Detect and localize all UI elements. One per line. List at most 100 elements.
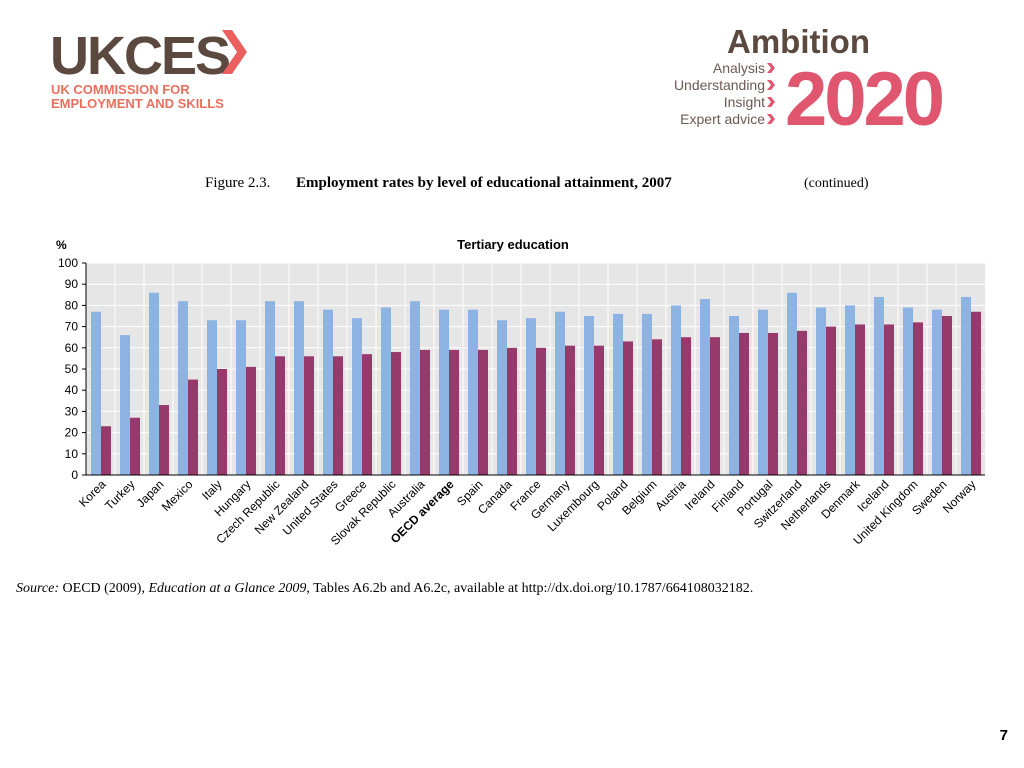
x-tick-label: Mexico [159,477,196,514]
bar [333,356,343,475]
bar [101,426,111,475]
chart-title: Tertiary education [457,237,569,252]
bar [188,379,198,475]
bar [217,369,227,475]
bar [613,313,623,475]
bar [874,296,884,475]
bar [681,337,691,475]
y-axis-label: % [56,238,67,252]
bar [478,349,488,475]
bar [352,318,362,475]
source-text: , Tables A6.2b and A6.2c, available at h… [306,581,753,596]
bar [913,322,923,475]
x-tick-label: Austria [652,477,689,514]
figure-note: (continued) [804,176,869,191]
bar [942,316,952,475]
bar [739,332,749,475]
bar [787,292,797,475]
bar [623,341,633,475]
bar [120,335,130,475]
bar [91,311,101,475]
bar [729,316,739,475]
source-label: Source: [16,581,59,596]
bar [768,332,778,475]
bar [971,311,981,475]
bar [323,309,333,475]
bar [497,320,507,475]
y-tick-label: 0 [71,468,78,482]
bar [468,309,478,475]
x-tick-label: Norway [940,477,979,516]
figure-number: Figure 2.3. [205,175,270,191]
bar [420,349,430,475]
bar [671,305,681,475]
source-text: OECD (2009), [63,581,145,596]
y-tick-label: 60 [65,341,79,355]
chevron [767,63,775,73]
bar [304,356,314,475]
bar [555,311,565,475]
bar [449,349,459,475]
bar [797,330,807,475]
y-tick-label: 90 [65,277,79,291]
bar [710,337,720,475]
source-title: Education at a Glance 2009 [147,581,306,596]
ambition-year: 2020 [785,57,943,142]
bar [700,299,710,475]
bar [130,417,140,475]
bar [410,301,420,475]
bar [642,313,652,475]
bar [294,301,304,475]
ambition-item: Expert advice [680,111,765,127]
bar [236,320,246,475]
chevron [767,80,775,90]
ambition-title: Ambition [727,23,870,60]
logo-arrow [222,30,247,74]
ambition-item: Insight [724,94,765,110]
bar [961,296,971,475]
chevron [767,114,775,124]
bar [265,301,275,475]
bar [932,309,942,475]
bar [507,347,517,475]
x-tick-label: Turkey [102,477,138,513]
y-tick-label: 40 [65,383,79,397]
bar [884,324,894,475]
bar [391,352,401,475]
y-tick-label: 30 [65,404,79,418]
y-tick-label: 80 [65,298,79,312]
bar [594,345,604,475]
source: Source: OECD (2009), Education at a Glan… [16,581,753,596]
bar [275,356,285,475]
y-tick-label: 10 [65,447,79,461]
bar [855,324,865,475]
ambition-item: Analysis [713,60,765,76]
figure-title: Employment rates by level of educational… [296,175,672,191]
bar [178,301,188,475]
bar [903,307,913,475]
y-tick-label: 50 [65,362,79,376]
bar [159,405,169,475]
logo-line: UK COMMISSION FOR [51,82,190,97]
bar [845,305,855,475]
bar [584,316,594,475]
y-tick-label: 70 [65,320,79,334]
y-tick-label: 20 [65,426,79,440]
bar [207,320,217,475]
bar [381,307,391,475]
page-number: 7 [1000,727,1008,744]
bar [149,292,159,475]
bar [565,345,575,475]
bar [536,347,546,475]
ambition-item: Understanding [674,77,765,93]
logo-name: UKCES [50,26,229,86]
y-tick-label: 100 [58,256,78,270]
bar [526,318,536,475]
bar [652,339,662,475]
bar [362,354,372,475]
plot: 0102030405060708090100KoreaTurkeyJapanMe… [58,256,985,548]
bar [816,307,826,475]
bar [246,366,256,475]
